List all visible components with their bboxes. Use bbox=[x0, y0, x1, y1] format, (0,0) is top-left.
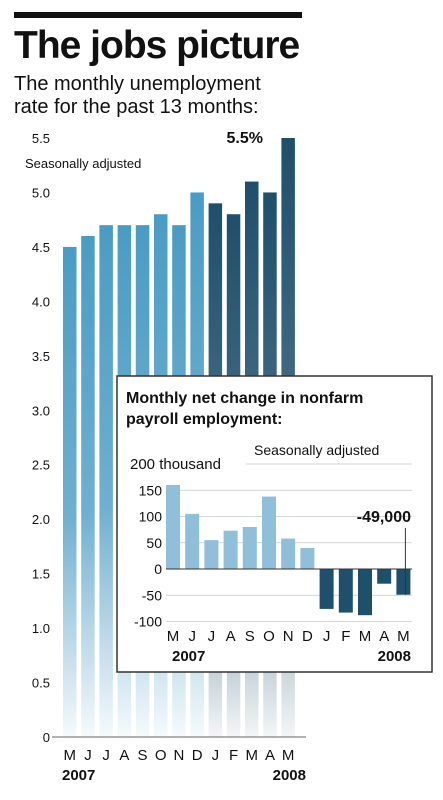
y-tick-label: 5.0 bbox=[32, 185, 50, 200]
inset-annotation: -49,000 bbox=[357, 509, 411, 526]
y-tick-label: 4.5 bbox=[32, 240, 50, 255]
year-label: 2007 bbox=[62, 767, 95, 784]
inset-bar bbox=[358, 569, 372, 616]
inset-x-tick-label: M bbox=[359, 628, 372, 645]
year-label: 2008 bbox=[273, 767, 306, 784]
inset-bar bbox=[166, 485, 180, 569]
title-rule bbox=[14, 12, 302, 18]
x-tick-label: O bbox=[155, 747, 167, 764]
inset-title-line: Monthly net change in nonfarm bbox=[126, 390, 363, 407]
x-tick-label: F bbox=[229, 747, 238, 764]
y-tick-label: 3.0 bbox=[32, 403, 50, 418]
inset-y-tick-label: 150 bbox=[139, 482, 163, 498]
y-tick-label: 1.5 bbox=[32, 567, 50, 582]
inset-y-tick-label: 100 bbox=[139, 509, 163, 525]
x-tick-label: D bbox=[192, 747, 203, 764]
inset-y-tick-label: 50 bbox=[146, 535, 162, 551]
inset-bar bbox=[300, 548, 315, 569]
y-tick-label: 5.5 bbox=[32, 131, 50, 146]
inset-bar bbox=[204, 540, 219, 569]
inset-x-tick-label: M bbox=[167, 628, 180, 645]
peak-annotation: 5.5% bbox=[227, 130, 263, 147]
inset-bar bbox=[242, 527, 257, 569]
inset-x-tick-label: D bbox=[302, 628, 313, 645]
y-tick-label: 2.0 bbox=[32, 512, 50, 527]
inset-bar bbox=[396, 569, 411, 595]
inset-title-line: payroll employment: bbox=[126, 411, 282, 428]
inset-x-tick-label: F bbox=[341, 628, 350, 645]
x-tick-label: J bbox=[84, 747, 92, 764]
x-tick-label: S bbox=[138, 747, 148, 764]
main-bar bbox=[99, 225, 113, 738]
inset-bar bbox=[223, 530, 238, 569]
chart-subtitle: The monthly unemployment rate for the pa… bbox=[14, 73, 314, 119]
inset-x-tick-label: M bbox=[397, 628, 410, 645]
inset-y-tick-label: 0 bbox=[154, 561, 162, 577]
inset-bar bbox=[281, 538, 296, 569]
x-tick-label: N bbox=[174, 747, 185, 764]
x-tick-label: J bbox=[212, 747, 220, 764]
main-bar bbox=[63, 246, 77, 737]
inset-x-tick-label: N bbox=[283, 628, 294, 645]
inset-bar bbox=[338, 569, 353, 613]
subtitle-line: The monthly unemployment bbox=[14, 73, 261, 95]
y-tick-label: 0.5 bbox=[32, 676, 50, 691]
inset-x-tick-label: J bbox=[188, 628, 196, 645]
x-tick-label: A bbox=[119, 747, 129, 764]
inset-x-tick-label: O bbox=[263, 628, 275, 645]
inset-x-tick-label: A bbox=[379, 628, 389, 645]
inset-bar bbox=[377, 569, 392, 584]
inset-y-tick-label: -50 bbox=[142, 587, 162, 603]
x-tick-label: A bbox=[265, 747, 275, 764]
inset-bar bbox=[185, 513, 200, 569]
seasonal-note: Seasonally adjusted bbox=[25, 156, 141, 171]
inset-unit-label: 200 thousand bbox=[130, 456, 221, 473]
inset-x-tick-label: S bbox=[245, 628, 255, 645]
y-tick-label: 0 bbox=[43, 730, 50, 745]
y-tick-label: 3.5 bbox=[32, 349, 50, 364]
inset-bar bbox=[319, 569, 334, 609]
chart-title: The jobs picture bbox=[14, 24, 300, 67]
inset-y-tick-label: -100 bbox=[134, 614, 162, 630]
x-tick-label: M bbox=[282, 747, 295, 764]
y-tick-label: 2.5 bbox=[32, 458, 50, 473]
y-tick-label: 4.0 bbox=[32, 294, 50, 309]
x-tick-label: M bbox=[64, 747, 77, 764]
x-tick-label: J bbox=[102, 747, 110, 764]
inset-year-label: 2008 bbox=[378, 648, 411, 665]
x-tick-label: M bbox=[246, 747, 259, 764]
inset-seasonal-note: Seasonally adjusted bbox=[254, 442, 379, 458]
y-tick-label: 1.0 bbox=[32, 621, 50, 636]
inset-x-tick-label: A bbox=[226, 628, 236, 645]
subtitle-line: rate for the past 13 months: bbox=[14, 96, 259, 118]
inset-x-tick-label: J bbox=[208, 628, 216, 645]
inset-year-label: 2007 bbox=[172, 648, 205, 665]
inset-bar bbox=[262, 496, 276, 569]
main-bar bbox=[81, 236, 95, 737]
inset-x-tick-label: J bbox=[323, 628, 331, 645]
